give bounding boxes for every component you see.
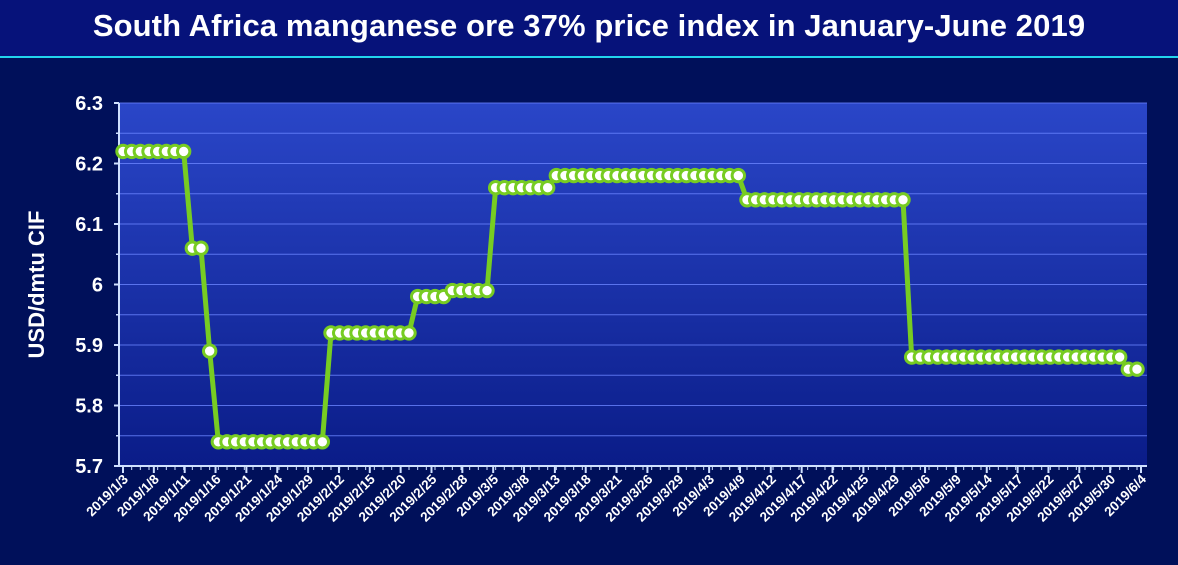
y-tick-label: 6.1 xyxy=(75,214,103,236)
data-point xyxy=(539,180,556,196)
data-point xyxy=(314,434,331,450)
y-tick-label: 6 xyxy=(92,275,103,297)
y-tick-label: 5.9 xyxy=(75,335,103,357)
chart-title: South Africa manganese ore 37% price ind… xyxy=(92,8,1086,43)
y-axis-label: USD/dmtu CIF xyxy=(24,211,49,359)
data-point xyxy=(401,325,417,341)
data-point xyxy=(1111,349,1128,365)
y-tick-label: 6.3 xyxy=(75,93,103,115)
y-tick-label: 5.7 xyxy=(75,456,103,478)
title-bar: South Africa manganese ore 37% price ind… xyxy=(0,0,1178,58)
data-point xyxy=(479,282,495,299)
data-point xyxy=(895,192,911,208)
data-point xyxy=(193,240,209,256)
data-point xyxy=(175,143,192,160)
data-point xyxy=(201,343,218,359)
data-point xyxy=(1129,361,1145,377)
y-tick-label: 6.2 xyxy=(75,154,103,176)
y-tick-label: 5.8 xyxy=(75,396,103,418)
data-point xyxy=(730,167,747,184)
